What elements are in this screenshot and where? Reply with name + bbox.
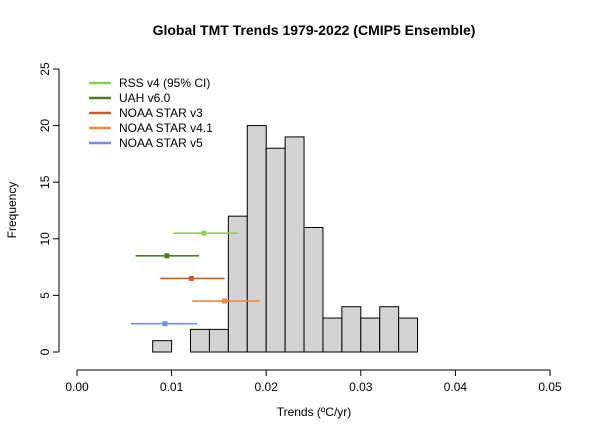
chart-title: Global TMT Trends 1979-2022 (CMIP5 Ensem… (153, 22, 476, 38)
histogram-bar-12 (379, 306, 400, 353)
x-tick-label-2: 0.02 (255, 380, 279, 394)
y-tick-label-4: 20 (38, 119, 52, 133)
y-axis: 0 5 10 15 20 25 (38, 62, 60, 355)
legend-label-4: NOAA STAR v5 (119, 136, 203, 150)
x-axis: 0.00 0.01 0.02 0.03 0.04 0.05 (65, 369, 562, 394)
x-tick-label-4: 0.04 (444, 380, 468, 394)
legend-label-3: NOAA STAR v4.1 (119, 121, 213, 135)
histogram-bar-8 (303, 226, 324, 353)
histogram-bar-2 (190, 328, 210, 353)
x-tick-label-0: 0.00 (65, 380, 89, 394)
y-axis-label: Frequency (5, 182, 19, 239)
histogram-bar-0 (152, 340, 173, 353)
y-tick-label-1: 5 (38, 292, 52, 299)
obs-marker-0 (201, 230, 207, 236)
observation-markers (130, 230, 260, 327)
x-tick-label-3: 0.03 (349, 380, 373, 394)
histogram-bar-3 (208, 328, 229, 353)
legend-label-2: NOAA STAR v3 (119, 106, 203, 120)
histogram-bar-6 (265, 147, 286, 353)
histogram-bar-11 (360, 317, 381, 353)
y-tick-label-3: 15 (38, 175, 52, 189)
y-tick-label-0: 0 (38, 348, 52, 355)
histogram-bar-7 (284, 136, 305, 353)
x-tick-label-5: 0.05 (538, 380, 562, 394)
y-tick-label-2: 10 (38, 232, 52, 246)
legend-label-0: RSS v4 (95% CI) (119, 76, 210, 90)
obs-marker-2 (188, 275, 194, 281)
obs-marker-4 (162, 321, 168, 327)
y-tick-label-5: 25 (38, 62, 52, 76)
obs-marker-3 (222, 298, 228, 304)
histogram-bar-10 (341, 306, 362, 353)
x-axis-label: Trends (ºC/yr) (277, 405, 352, 419)
x-tick-label-1: 0.01 (160, 380, 184, 394)
histogram-bar-5 (246, 125, 267, 353)
legend-label-1: UAH v6.0 (119, 91, 171, 105)
histogram-bar-4 (227, 215, 248, 353)
histogram-bar-13 (398, 317, 419, 353)
histogram-bars (152, 125, 419, 353)
obs-marker-1 (164, 253, 170, 259)
histogram-bar-9 (322, 317, 343, 353)
